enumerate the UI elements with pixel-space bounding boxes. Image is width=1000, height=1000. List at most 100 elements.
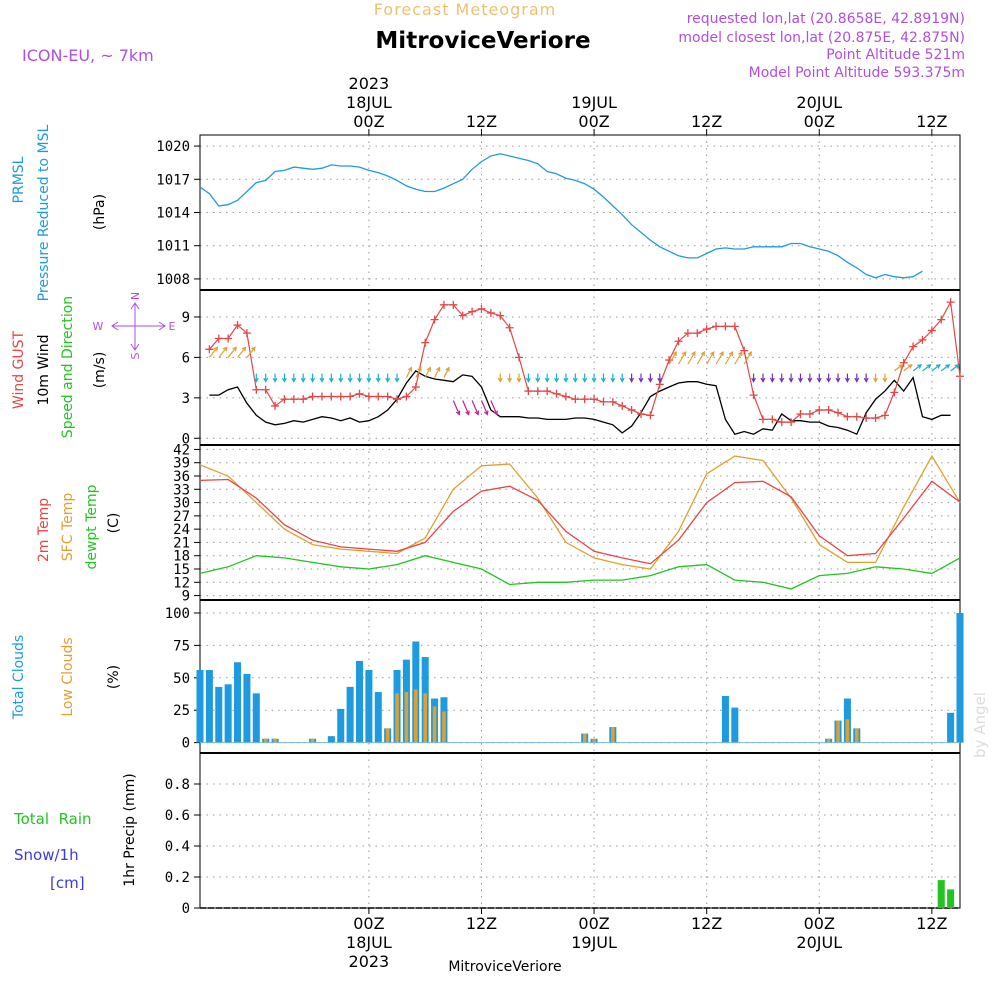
gust-marker bbox=[636, 410, 645, 418]
ytick-label: 24 bbox=[173, 522, 190, 538]
wind-arrow bbox=[668, 351, 677, 365]
ytick-label: 0 bbox=[182, 431, 190, 447]
wind-arrowhead bbox=[445, 366, 450, 372]
ytick-label: 39 bbox=[173, 456, 190, 472]
total-cloud-bar bbox=[215, 686, 223, 743]
wind-arrowhead bbox=[563, 377, 569, 383]
gust-marker bbox=[627, 405, 636, 414]
wind-arrowhead bbox=[954, 364, 960, 369]
gust-marker bbox=[449, 300, 458, 309]
low-cloud-bar bbox=[423, 693, 427, 743]
gust-marker bbox=[515, 353, 524, 362]
gust-marker bbox=[862, 414, 871, 423]
gust-marker bbox=[439, 300, 448, 309]
gust-marker bbox=[730, 322, 739, 331]
wind-arrowhead bbox=[751, 377, 757, 383]
bottom-time-label: 12Z bbox=[916, 914, 947, 933]
low-cloud-bar bbox=[836, 720, 840, 743]
sfc-temp-label: SFC Temp bbox=[60, 493, 76, 562]
wind-arrowhead bbox=[357, 377, 362, 383]
wind-arrow bbox=[893, 364, 903, 372]
gust-marker bbox=[777, 418, 786, 427]
total-cloud-bar bbox=[243, 673, 251, 743]
gust-marker bbox=[346, 392, 355, 401]
wind-arrowhead bbox=[426, 366, 431, 372]
gust-marker bbox=[918, 335, 927, 344]
wind-arrow bbox=[724, 351, 733, 365]
gust-marker bbox=[533, 387, 542, 396]
wind-arrow bbox=[246, 347, 256, 358]
total-cloud-bar bbox=[365, 670, 373, 743]
wind-arrowhead bbox=[738, 351, 743, 357]
wind-arrowhead bbox=[455, 410, 461, 416]
wind-arrowhead bbox=[681, 351, 687, 357]
pressure-label-short: PRMSL bbox=[11, 156, 27, 203]
wind-arrowhead bbox=[601, 377, 606, 383]
wind-arrowhead bbox=[465, 410, 470, 416]
wind-arrow bbox=[227, 347, 237, 358]
ytick-label: 1014 bbox=[156, 206, 190, 222]
low-cloud-bar bbox=[611, 727, 615, 743]
wind-arrowhead bbox=[798, 377, 803, 383]
gust-marker bbox=[890, 388, 899, 397]
top-time-label: 19JUL bbox=[571, 93, 617, 112]
gust-marker bbox=[599, 397, 608, 406]
total-cloud-bar bbox=[205, 670, 213, 743]
total-cloud-bar bbox=[252, 693, 260, 743]
gust-marker bbox=[787, 418, 796, 427]
top-time-label: 20JUL bbox=[796, 93, 842, 112]
pressure-line bbox=[199, 153, 923, 279]
wind-arrowhead bbox=[554, 377, 559, 383]
wind-arrowhead bbox=[319, 377, 325, 383]
precip-labels: Total Rain Snow/1h [cm] 1hr Precip (mm) bbox=[13, 773, 138, 892]
wind-arrow bbox=[480, 400, 489, 415]
low-cloud-bar bbox=[263, 738, 268, 743]
wind-arrowhead bbox=[691, 351, 696, 357]
wind-labels: Wind GUST 10m Wind Speed and Direction (… bbox=[11, 292, 176, 438]
gust-marker bbox=[289, 395, 298, 404]
top-time-label: 2023 bbox=[349, 74, 390, 93]
low-cloud-bar bbox=[826, 738, 831, 743]
wind-arrowhead bbox=[497, 377, 503, 383]
bottom-time-label: 00Z bbox=[578, 914, 609, 933]
wind-arrowhead bbox=[945, 364, 951, 369]
ytick-label: 30 bbox=[173, 496, 190, 512]
wind-arrowhead bbox=[728, 351, 734, 357]
wind-arrowhead bbox=[700, 351, 705, 357]
gust-marker bbox=[824, 405, 833, 414]
wind-arrowhead bbox=[250, 346, 256, 352]
wind-arrow bbox=[734, 351, 743, 365]
rain-bar bbox=[937, 880, 945, 908]
wind-arrowhead bbox=[826, 377, 832, 383]
ytick-label: 75 bbox=[173, 638, 190, 654]
gust-marker bbox=[364, 392, 373, 401]
panel-pressure: 1008 1011 1014 1017 1020 bbox=[156, 134, 961, 291]
gust-marker bbox=[458, 311, 467, 320]
ytick-label: 9 bbox=[182, 589, 190, 605]
compass-south: S bbox=[129, 352, 142, 359]
wind-arrow bbox=[434, 367, 441, 378]
gust-marker bbox=[721, 322, 730, 331]
ytick-label: 36 bbox=[173, 469, 190, 485]
wind-arrowhead bbox=[816, 377, 822, 383]
gust-marker bbox=[946, 298, 955, 307]
wind-arrow bbox=[903, 364, 913, 372]
gust-marker bbox=[768, 415, 777, 424]
ytick-label: 100 bbox=[165, 606, 190, 622]
ytick-label: 18 bbox=[173, 549, 190, 565]
gust-marker bbox=[712, 322, 721, 331]
gust-marker bbox=[899, 358, 908, 367]
gust-marker bbox=[261, 385, 270, 394]
wind-arrow bbox=[462, 400, 470, 415]
total-cloud-bar bbox=[956, 612, 964, 743]
credit-watermark: by Angel bbox=[971, 692, 989, 758]
top-time-label: 00Z bbox=[804, 112, 835, 131]
gust-marker bbox=[402, 392, 411, 401]
total-cloud-bar bbox=[346, 686, 354, 743]
gust-line bbox=[208, 300, 961, 423]
wind-arrowhead bbox=[863, 377, 869, 383]
wind-arrowhead bbox=[474, 410, 480, 416]
wind-arrowhead bbox=[719, 351, 724, 357]
footer-location: MitroviceVeriore bbox=[448, 959, 561, 975]
wind-arrow bbox=[208, 347, 218, 358]
